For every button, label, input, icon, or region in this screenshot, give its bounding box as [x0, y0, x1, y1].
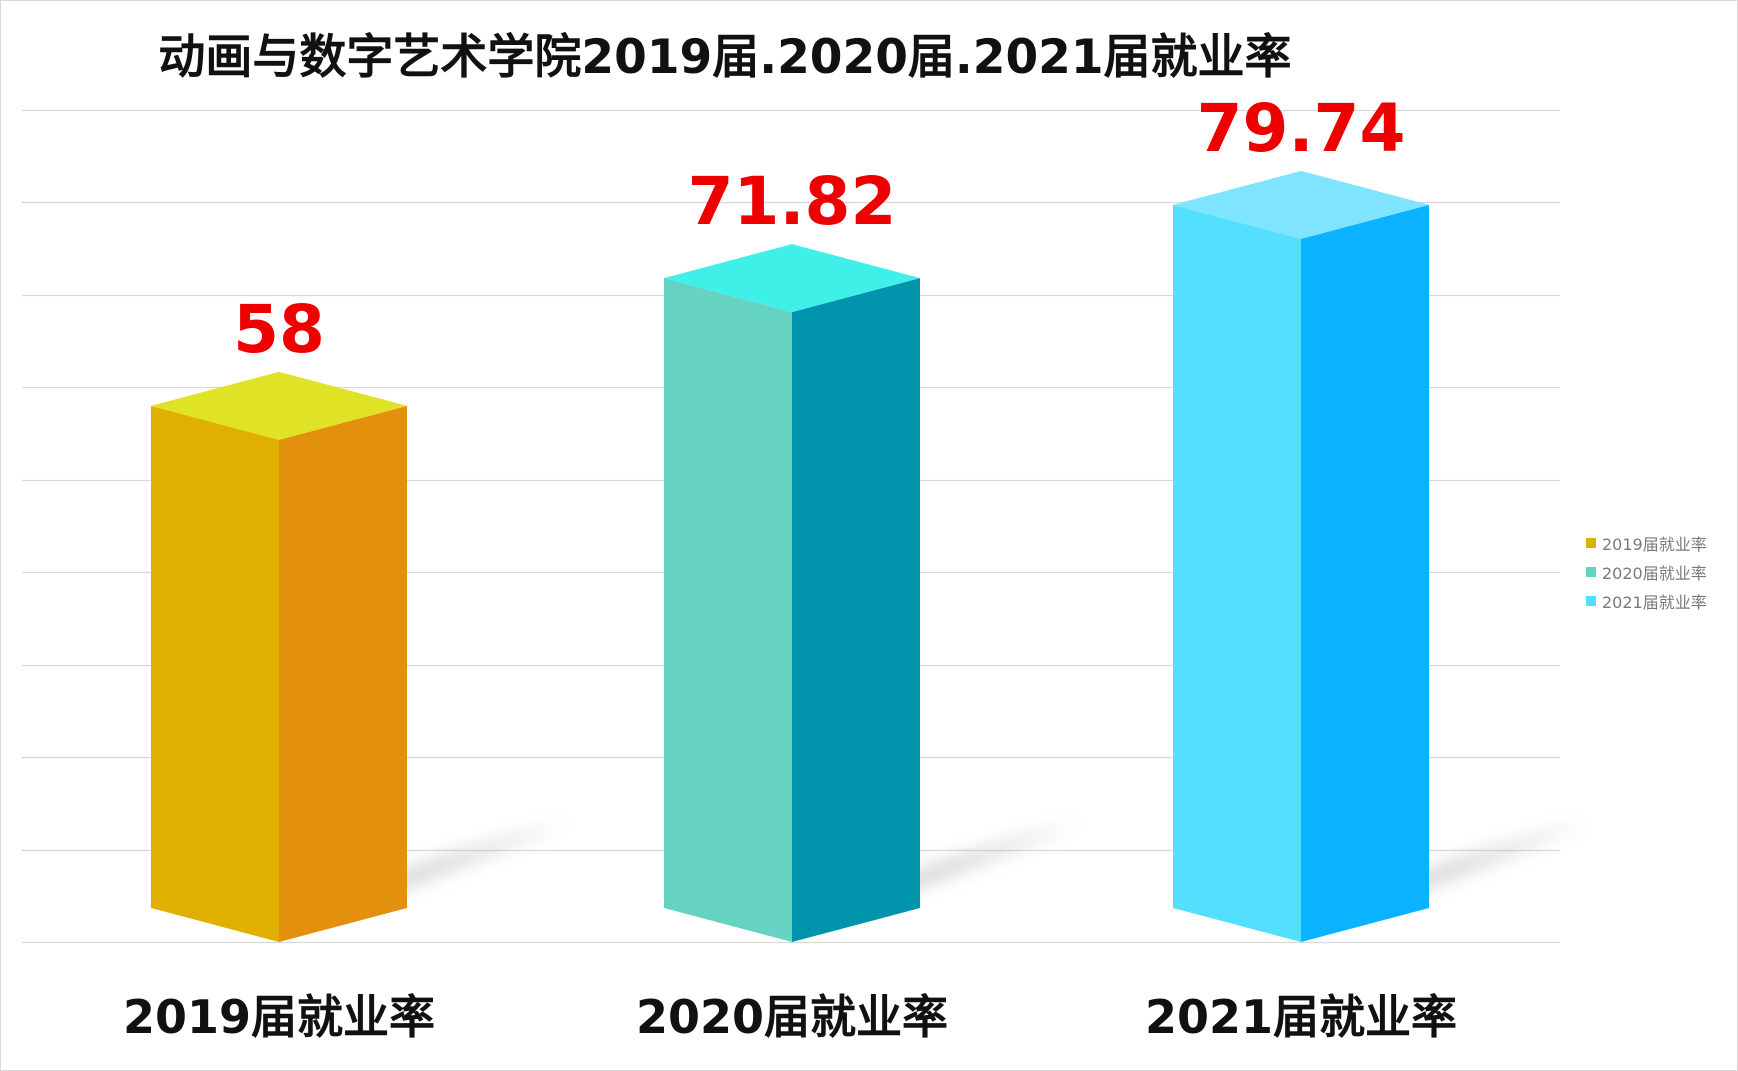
- bar-top: [1173, 170, 1429, 239]
- legend-label: 2019届就业率: [1602, 534, 1707, 554]
- legend-item: 2020届就业率: [1586, 557, 1707, 586]
- category-label: 2021届就业率: [1145, 990, 1457, 1044]
- category-labels: 2019届就业率 2020届就业率 2021届就业率: [123, 990, 1457, 1044]
- category-label: 2019届就业率: [123, 990, 435, 1044]
- bar-top: [664, 244, 920, 313]
- category-label: 2020届就业率: [636, 990, 948, 1044]
- bar: [1173, 170, 1429, 942]
- value-label: 58: [233, 291, 325, 368]
- bar-face-right: [1301, 204, 1429, 942]
- bar-face-left: [664, 278, 792, 943]
- legend-item: 2021届就业率: [1586, 586, 1707, 615]
- value-label: 79.74: [1197, 90, 1406, 167]
- legend: 2019届就业率 2020届就业率 2021届就业率: [1586, 528, 1707, 615]
- legend-item: 2019届就业率: [1586, 528, 1707, 557]
- chart-title: 动画与数字艺术学院2019届.2020届.2021届就业率: [158, 30, 1292, 85]
- value-labels: 58 71.82 79.74: [233, 90, 1405, 368]
- bar-top: [151, 371, 407, 440]
- bar-face-right: [279, 405, 407, 942]
- bar-face-right: [792, 278, 920, 943]
- bar-face-left: [1173, 204, 1301, 942]
- legend-swatch: [1586, 566, 1596, 577]
- legend-label: 2021届就业率: [1602, 592, 1707, 612]
- bar: [151, 371, 407, 942]
- bar-face-left: [151, 405, 279, 942]
- bar: [664, 244, 920, 943]
- bars: [151, 170, 1429, 943]
- legend-swatch: [1586, 595, 1596, 606]
- legend-label: 2020届就业率: [1602, 563, 1707, 583]
- value-label: 71.82: [688, 163, 897, 240]
- legend-swatch: [1586, 537, 1596, 548]
